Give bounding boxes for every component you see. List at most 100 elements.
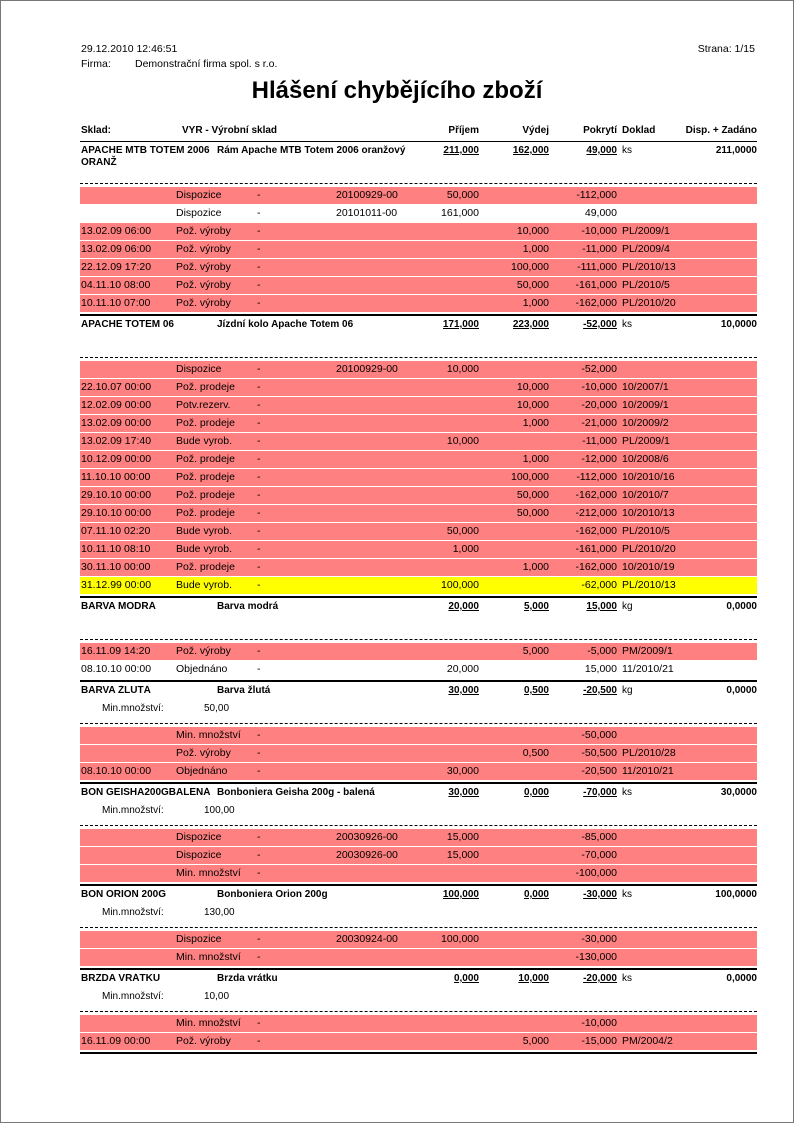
row-pokryti: -10,000 (581, 381, 617, 393)
row-doc: 20100929-00 (336, 363, 398, 375)
row-vydej: 1,000 (522, 561, 549, 573)
row-prijem: 100,000 (441, 579, 479, 591)
row-date: 10.11.10 07:00 (81, 297, 151, 309)
row-type: Objednáno (176, 663, 228, 675)
row-date: 16.11.09 00:00 (81, 1035, 151, 1047)
row-date: 22.10.07 00:00 (81, 381, 152, 393)
group-divider (80, 781, 757, 784)
movement-row: 29.10.10 00:00 Pož. prodeje - 50,000 -21… (80, 505, 757, 522)
row-dash: - (257, 507, 261, 519)
row-doklad: 10/2010/13 (622, 507, 675, 519)
row-dash: - (257, 261, 261, 273)
item-header: BARVA MODRÁ Barva modrá 20,000 5,000 15,… (80, 598, 757, 640)
row-date: 07.11.10 02:20 (81, 525, 151, 537)
row-dash: - (257, 951, 261, 963)
row-doc: 20030926-00 (336, 831, 398, 843)
movement-row: 16.11.09 14:20 Pož. výroby - 5,000 -5,00… (80, 643, 757, 660)
row-type: Min. množství (176, 729, 241, 741)
row-date: 29.10.10 00:00 (81, 507, 152, 519)
item-code: BON GEISHA200GBALENÁ (81, 787, 211, 798)
row-date: 04.11.10 08:00 (81, 279, 151, 291)
row-type: Pož. výroby (176, 645, 231, 657)
row-date: 08.10.10 00:00 (81, 765, 152, 777)
item-code: BON ORION 200G (81, 889, 167, 900)
group-divider (80, 967, 757, 970)
row-pokryti: -20,000 (581, 399, 617, 411)
row-doc: 20030926-00 (336, 849, 398, 861)
row-type: Dispozice (176, 363, 222, 375)
item-pokryti: -20,000 (583, 973, 617, 984)
row-prijem: 15,000 (446, 831, 479, 843)
item-pokryti: 15,000 (586, 601, 617, 612)
row-dash: - (257, 471, 261, 483)
row-type: Pož. prodeje (176, 453, 235, 465)
row-pokryti: -10,000 (581, 1017, 617, 1029)
row-dash: - (257, 729, 261, 741)
row-doklad: PL/2010/5 (622, 279, 670, 291)
row-doklad: 10/2010/16 (622, 471, 675, 483)
item-disp: 30,0000 (720, 787, 757, 798)
item-vydej: 0,500 (523, 685, 549, 696)
row-vydej: 1,000 (522, 453, 549, 465)
item-header: BARVA ŽLUTÁ Barva žlutá 30,000 0,500 -20… (80, 682, 757, 724)
row-pokryti: -112,000 (576, 471, 617, 483)
row-doklad: 10/2010/7 (622, 489, 669, 501)
item-header: APACHE MTB TOTEM 2006 ORANŽ Rám Apache M… (80, 142, 757, 184)
row-vydej: 10,000 (516, 399, 549, 411)
row-vydej: 10,000 (516, 225, 549, 237)
item-group: BON GEISHA200GBALENÁ Bonboniera Geisha 2… (80, 784, 757, 886)
movement-row: 11.10.10 00:00 Pož. prodeje - 100,000 -1… (80, 469, 757, 486)
row-doklad: 10/2008/6 (622, 453, 669, 465)
row-pokryti: -21,000 (581, 417, 617, 429)
row-vydej: 50,000 (516, 279, 549, 291)
item-unit: ks (622, 787, 632, 798)
movement-row: Dispozice - 20030926-00 15,000 -70,000 (80, 847, 757, 864)
item-pokryti: -20,500 (583, 685, 617, 696)
min-qty-label: Min.množství: (102, 907, 164, 918)
row-pokryti: -100,000 (575, 867, 617, 879)
movement-row: 22.10.07 00:00 Pož. prodeje - 10,000 -10… (80, 379, 757, 396)
item-unit: kg (622, 685, 633, 696)
firm-name: Demonstrační firma spol. s r.o. (135, 58, 278, 70)
movement-row: Dispozice - 20101011-00 161,000 49,000 (80, 205, 757, 222)
row-doklad: 11/2010/21 (622, 663, 674, 675)
movement-row: Min. množství - -130,000 (80, 949, 757, 966)
row-prijem: 50,000 (446, 189, 479, 201)
group-divider (80, 1051, 757, 1054)
movement-row: 13.02.09 06:00 Pož. výroby - 10,000 -10,… (80, 223, 757, 240)
row-vydej: 1,000 (522, 297, 549, 309)
item-group: BARVA MODRÁ Barva modrá 20,000 5,000 15,… (80, 598, 757, 682)
item-prijem: 171,000 (442, 319, 479, 330)
row-type: Pož. výroby (176, 243, 231, 255)
row-doklad: PL/2010/13 (622, 261, 676, 273)
movement-row: 29.10.10 00:00 Pož. prodeje - 50,000 -16… (80, 487, 757, 504)
item-header: BRZDA VRÁTKU Brzda vrátku 0,000 10,000 -… (80, 970, 757, 1012)
row-type: Dispozice (176, 189, 222, 201)
row-pokryti: -11,000 (582, 435, 617, 447)
row-dash: - (257, 243, 261, 255)
row-doklad: PL/2010/28 (622, 747, 676, 759)
item-prijem: 30,000 (448, 685, 479, 696)
item-movements: Dispozice - 20100929-00 10,000 -52,000 2… (80, 358, 757, 594)
row-pokryti: -62,000 (581, 579, 617, 591)
row-pokryti: -15,000 (581, 1035, 617, 1047)
row-date: 13.02.09 06:00 (81, 243, 152, 255)
row-type: Pož. prodeje (176, 471, 235, 483)
col-doklad: Doklad (622, 125, 656, 136)
item-unit: ks (622, 319, 632, 330)
row-vydej: 10,000 (516, 381, 549, 393)
item-unit: ks (622, 973, 632, 984)
row-dash: - (257, 933, 261, 945)
sklad-label: Sklad: (81, 125, 112, 136)
item-disp: 0,0000 (726, 685, 757, 696)
min-qty-value: 130,00 (204, 907, 235, 918)
row-pokryti: -11,000 (582, 243, 617, 255)
row-prijem: 10,000 (446, 363, 479, 375)
row-dash: - (257, 381, 261, 393)
row-dash: - (257, 225, 261, 237)
movement-row: 08.10.10 00:00 Objednáno - 20,000 15,000… (80, 661, 757, 678)
row-prijem: 1,000 (452, 543, 479, 555)
movement-row: 13.02.09 06:00 Pož. výroby - 1,000 -11,0… (80, 241, 757, 258)
row-pokryti: -161,000 (575, 543, 617, 555)
